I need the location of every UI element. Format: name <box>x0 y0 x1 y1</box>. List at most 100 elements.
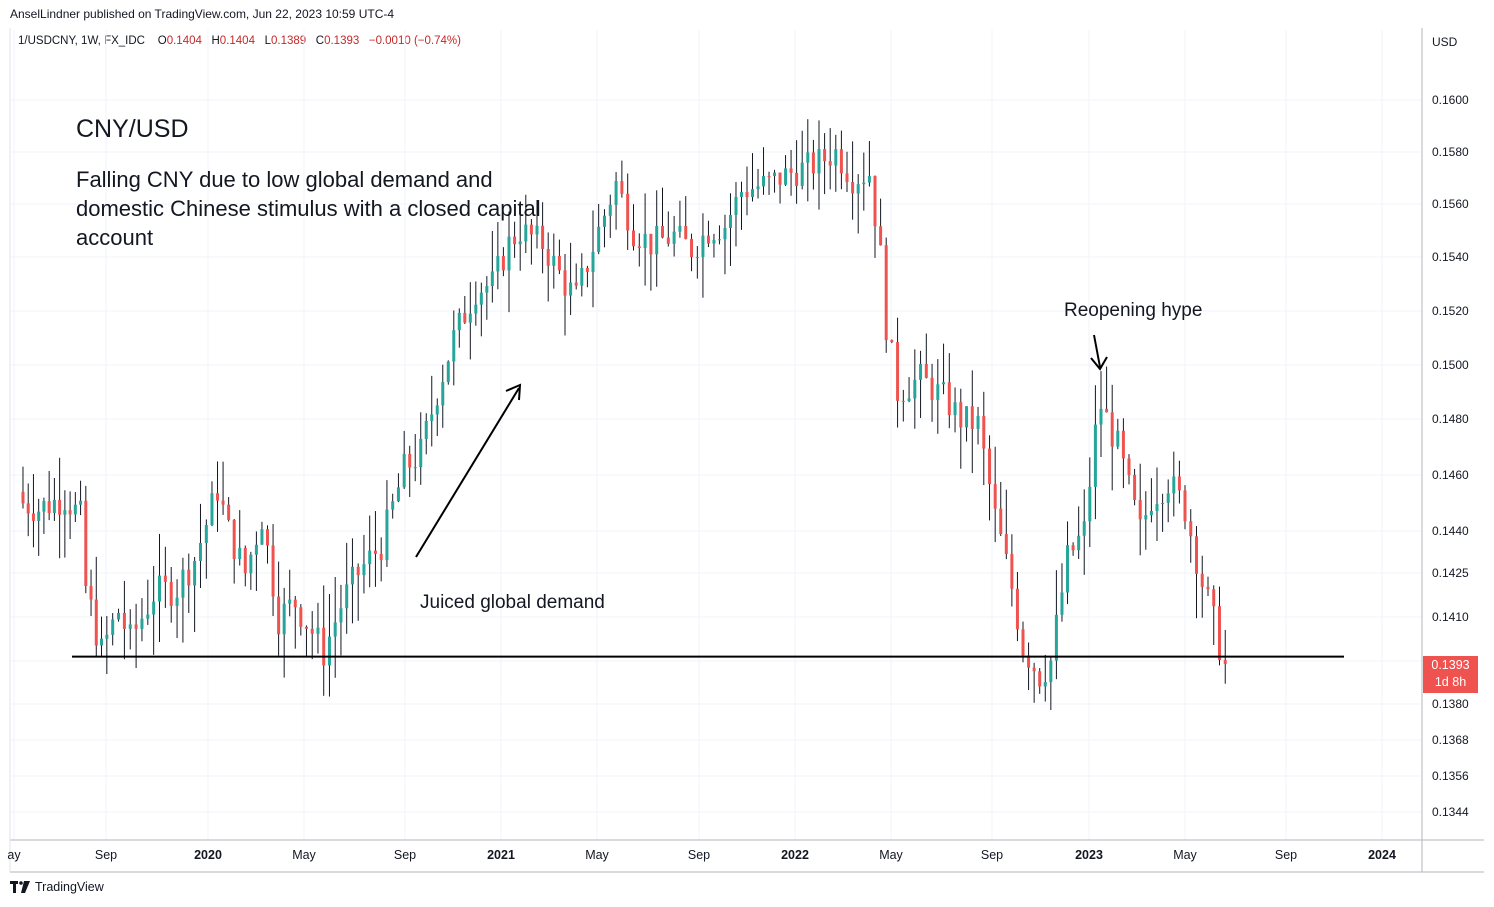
candle-down <box>546 248 550 266</box>
candle-down <box>21 491 25 504</box>
candle-down <box>789 168 793 173</box>
candle-up <box>350 566 354 585</box>
price-tick-label: 0.1344 <box>1432 805 1469 819</box>
candle-down <box>970 406 974 429</box>
candle-up <box>602 215 606 227</box>
candle-up <box>817 149 821 174</box>
ohlc-close-label: C <box>315 35 325 47</box>
candle-down <box>1021 629 1025 656</box>
candle-up <box>210 493 214 526</box>
price-tick-label: 0.1380 <box>1432 697 1469 711</box>
candle-down <box>901 400 905 402</box>
candle-down <box>988 448 992 485</box>
last-price-value: 0.1393 <box>1431 658 1470 672</box>
candle-down <box>1194 536 1198 574</box>
candle-down <box>823 149 827 162</box>
candle-up <box>391 501 395 510</box>
time-tick-label: May <box>585 848 609 862</box>
ohlc-high-value: 0.1404 <box>219 35 255 47</box>
candle-up <box>614 181 618 205</box>
candle-up <box>655 226 659 255</box>
time-tick-label: 2023 <box>1075 848 1103 862</box>
candle-down <box>373 550 377 554</box>
candle-up <box>1043 682 1047 687</box>
candle-up <box>457 312 461 331</box>
candle-down <box>745 192 749 198</box>
tradingview-brand-label: TradingView <box>35 880 104 894</box>
candle-up <box>1082 521 1086 536</box>
currency-label: USD <box>1432 35 1458 49</box>
candle-up <box>37 511 41 521</box>
candle-up <box>936 384 940 400</box>
tradingview-brand[interactable]: TradingView <box>10 880 104 894</box>
candle-down <box>690 238 694 258</box>
candle-up <box>435 405 439 415</box>
price-change: −0.0010 (−0.74%) <box>368 35 461 47</box>
candles <box>21 119 1227 711</box>
candle-down <box>356 566 360 576</box>
candle-up <box>288 599 292 604</box>
candle-up <box>953 402 957 416</box>
price-tick-label: 0.1460 <box>1432 468 1469 482</box>
candle-up <box>552 255 556 266</box>
candle-up <box>140 618 144 629</box>
candle-down <box>563 270 567 296</box>
candle-up <box>762 176 766 187</box>
candle-up <box>806 152 810 163</box>
candle-down <box>626 193 630 231</box>
candle-down <box>89 586 93 600</box>
candle-down <box>947 382 951 416</box>
candle-up <box>1099 408 1103 425</box>
candle-down <box>1127 458 1131 475</box>
candle-up <box>100 638 104 646</box>
candle-up <box>413 467 417 469</box>
candle-up <box>385 509 389 561</box>
candle-up <box>175 597 179 606</box>
candle-down <box>574 282 578 286</box>
price-tick-label: 0.1580 <box>1432 145 1469 159</box>
candle-down <box>47 501 51 514</box>
candle-down <box>1138 499 1142 520</box>
time-tick-label: 2024 <box>1368 848 1396 862</box>
candle-down <box>649 233 653 255</box>
candle-up <box>913 379 917 399</box>
candle-up <box>260 529 264 545</box>
candle-down <box>84 500 88 587</box>
candle-down <box>661 226 665 238</box>
candle-down <box>851 182 855 194</box>
axes: 0.1344 0.1356 0.1368 0.1380 0.1410 0.1425 0.14… <box>7 28 1484 873</box>
candle-up <box>446 361 450 383</box>
candle-down <box>94 599 98 646</box>
candle-down <box>884 245 888 341</box>
candle-down <box>845 173 849 183</box>
candle-up <box>518 241 522 245</box>
candle-up <box>1161 502 1165 505</box>
candle-down <box>1206 586 1210 590</box>
candle-up <box>198 542 202 561</box>
candle-up <box>597 226 601 252</box>
candle-up <box>402 453 406 488</box>
candle-up <box>490 271 494 287</box>
candle-up <box>862 182 866 185</box>
candle-up <box>333 622 337 637</box>
price-tick-label: 0.1560 <box>1432 197 1469 211</box>
price-tick-label: 0.1540 <box>1432 250 1469 264</box>
candle-up <box>152 601 156 615</box>
candle-down <box>463 312 467 323</box>
candle-up <box>452 330 456 362</box>
time-tick-label: May <box>292 848 316 862</box>
price-tick-label: 0.1520 <box>1432 304 1469 318</box>
price-tick-label: 0.1368 <box>1432 733 1469 747</box>
candle-up <box>751 189 755 198</box>
symbol-legend: 1/USDCNY, 1W, FX_IDC O0.1404 H0.1404 L0.… <box>18 35 461 47</box>
ohlc-low-label: L <box>264 35 271 47</box>
candle-down <box>1133 474 1137 500</box>
candle-down <box>304 626 308 629</box>
candle-up <box>535 225 539 235</box>
last-price-tag: 0.1393 1d 8h <box>1423 656 1478 693</box>
candle-down <box>541 225 545 249</box>
candle-down <box>1189 521 1193 537</box>
candle-down <box>1071 545 1075 551</box>
candle-down <box>58 499 62 515</box>
